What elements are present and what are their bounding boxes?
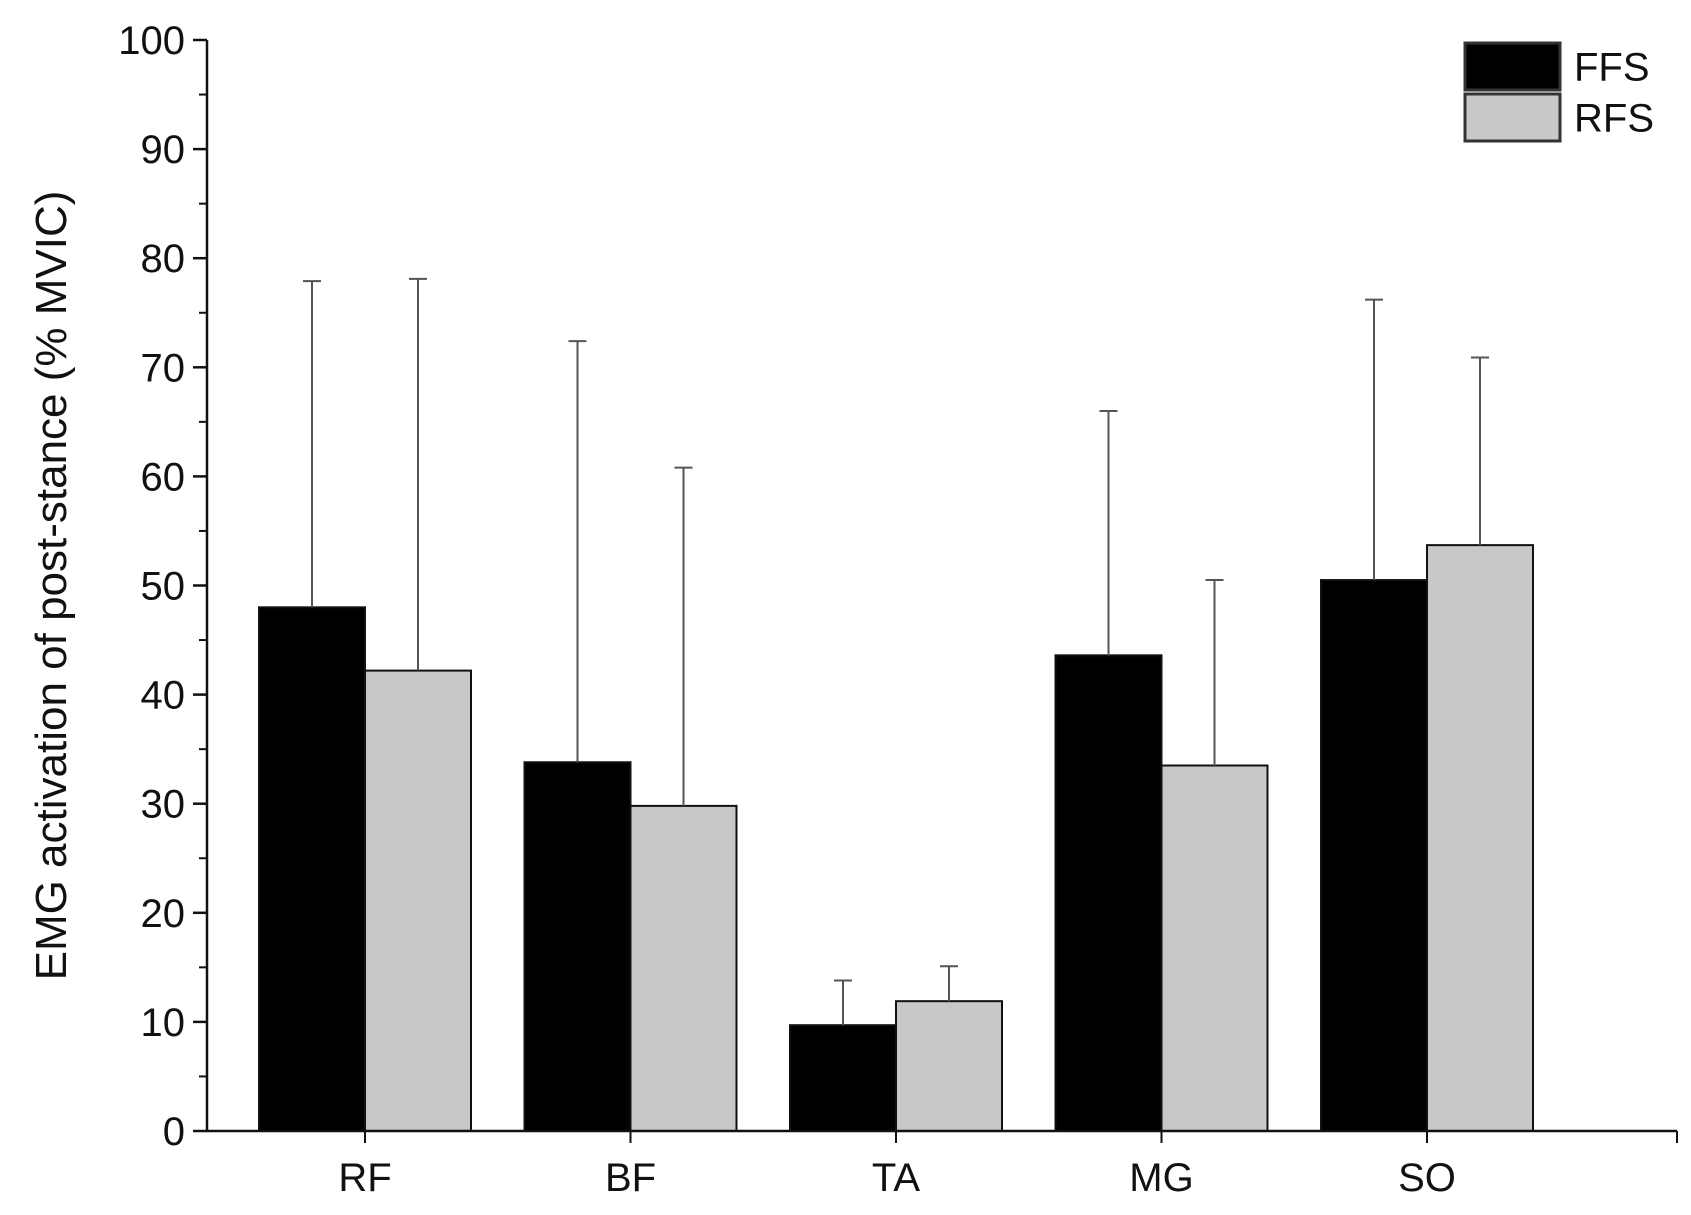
y-tick-label-40: 40 [141, 674, 186, 718]
x-tick-label-ta: TA [872, 1156, 920, 1200]
bar-rfs-ta [895, 1000, 1003, 1133]
bars-layer [258, 544, 1534, 1133]
y-tick-label-50: 50 [141, 565, 186, 609]
y-tick-label-10: 10 [141, 1001, 186, 1045]
legend: FFS RFS [1463, 41, 1654, 143]
bar-rfs-rf [364, 669, 472, 1133]
legend-label-rfs: RFS [1574, 97, 1654, 141]
y-tick-label-80: 80 [141, 237, 186, 281]
y-tick-label-60: 60 [141, 455, 186, 499]
axes-layer: RF BF TA MG SO 0 10 20 30 40 50 60 70 80 90 100 [118, 19, 1678, 1200]
x-tick-label-bf: BF [605, 1156, 656, 1200]
y-tick-label-100: 100 [118, 19, 185, 63]
y-tick-label-70: 70 [141, 346, 186, 390]
y-tick-label-20: 20 [141, 892, 186, 936]
bar-ffs-mg [1054, 654, 1163, 1132]
y-tick-label-30: 30 [141, 783, 186, 827]
legend-swatch-rfs [1463, 92, 1562, 143]
x-tick-label-so: SO [1398, 1156, 1456, 1200]
legend-label-ffs: FFS [1574, 46, 1650, 90]
bar-ffs-so [1320, 579, 1428, 1132]
bar-rfs-bf [629, 804, 738, 1133]
y-tick-label-0: 0 [163, 1110, 185, 1154]
x-tick-label-mg: MG [1129, 1156, 1193, 1200]
bar-rfs-mg [1160, 764, 1269, 1132]
bar-ffs-bf [523, 761, 632, 1132]
y-axis-title: EMG activation of post-stance (% MVIC) [27, 191, 76, 981]
legend-swatch-ffs [1463, 41, 1562, 92]
y-tick-label-90: 90 [141, 128, 186, 172]
bar-ffs-rf [258, 606, 366, 1132]
error-bars-layer [303, 277, 1489, 1026]
x-tick-label-rf: RF [338, 1156, 391, 1200]
bar-rfs-so [1426, 544, 1534, 1132]
bar-ffs-ta [789, 1024, 897, 1132]
